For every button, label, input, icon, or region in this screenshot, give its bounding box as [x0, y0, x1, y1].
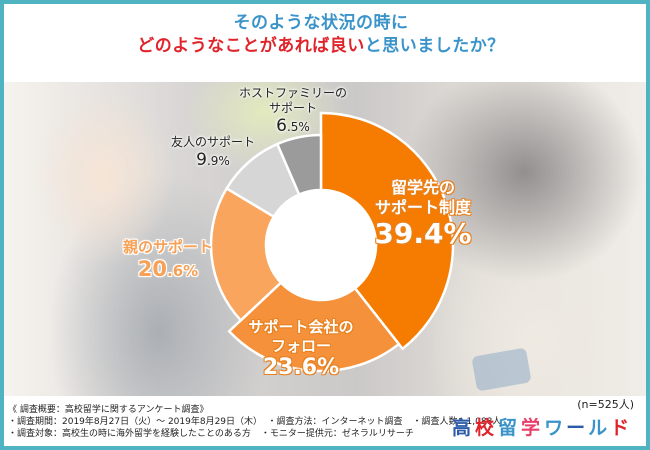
label-name: サポート会社の [248, 318, 354, 336]
value-dec: .4% [413, 217, 472, 250]
label-value: 23.6% [236, 356, 366, 380]
value-int: 6 [276, 116, 287, 136]
value-dec: .6% [293, 355, 340, 380]
label-value: 39.4% [368, 218, 478, 250]
label-name: ホストファミリーの [238, 86, 347, 100]
title-rest: と思いましたか？ [364, 36, 505, 56]
label-parent-support: 親のサポート 20.6% [108, 238, 228, 283]
logo-char: ワ [544, 417, 564, 439]
value-dec: .9% [206, 154, 230, 168]
label-name: 親のサポート [122, 238, 213, 256]
label-host-family-support: ホストファミリーの サポート 6.5% [228, 86, 358, 137]
logo-char: ー [566, 417, 586, 439]
survey-summary: 《 調査概要：高校留学に関するアンケート調査》 ・調査期間：2019年8月27日… [8, 404, 511, 440]
donut-hole [266, 190, 376, 300]
title-line-1: そのような状況の時に [233, 13, 409, 33]
logo-char: 留 [498, 417, 522, 439]
label-value: 6.5% [228, 116, 358, 137]
label-name-2: サポート制度 [374, 198, 471, 217]
title-line-2: どのようなことがあれば良いと思いましたか？ [0, 35, 642, 58]
label-name-2: フォロー [270, 337, 331, 355]
chart-title: そのような状況の時に どのようなことがあれば良いと思いましたか？ [0, 12, 642, 58]
label-name: 友人のサポート [170, 135, 255, 149]
label-study-abroad-support: 留学先の サポート制度 39.4% [368, 178, 478, 250]
label-value: 20.6% [108, 257, 228, 283]
logo-char: 高 [452, 417, 476, 439]
logo-char: 学 [521, 417, 545, 439]
label-name-2: サポート [268, 101, 317, 115]
label-friend-support: 友人のサポート 9.9% [158, 134, 268, 171]
survey-method: ・調査方法：インターネット調査 [267, 417, 403, 427]
label-support-company: サポート会社の フォロー 23.6% [236, 318, 366, 380]
title-highlight: どのようなことがあれば良い [137, 36, 365, 56]
value-int: 9 [196, 150, 207, 170]
logo-char: ド [610, 417, 630, 439]
value-dec: .6% [167, 262, 199, 280]
brand-logo: 高校留学ワールド [452, 413, 632, 440]
survey-period: ・調査期間：2019年8月27日（火）～ 2019年8月29日（木） [8, 417, 258, 427]
summary-row-2: ・調査対象：高校生の時に海外留学を経験したことのある方 ・モニター提供元：ゼネラル… [8, 428, 511, 440]
logo-char: ル [588, 417, 608, 439]
value-int: 23 [262, 355, 294, 380]
survey-provider: ・モニター提供元：ゼネラルリサーチ [260, 429, 414, 439]
value-int: 20 [137, 257, 168, 281]
label-name: 留学先の [390, 178, 455, 197]
value-int: 39 [374, 217, 414, 250]
sample-size: (n=525人) [577, 398, 634, 411]
summary-row-1: ・調査期間：2019年8月27日（火）～ 2019年8月29日（木） ・調査方法：… [8, 416, 511, 428]
survey-count: ・調査人数：1,088人 [412, 417, 502, 427]
summary-heading: 《 調査概要：高校留学に関するアンケート調査》 [8, 405, 209, 415]
survey-target: ・調査対象：高校生の時に海外留学を経験したことのある方 [8, 429, 251, 439]
logo-char: 校 [475, 417, 499, 439]
label-value: 9.9% [158, 150, 268, 171]
value-dec: .5% [286, 120, 310, 134]
